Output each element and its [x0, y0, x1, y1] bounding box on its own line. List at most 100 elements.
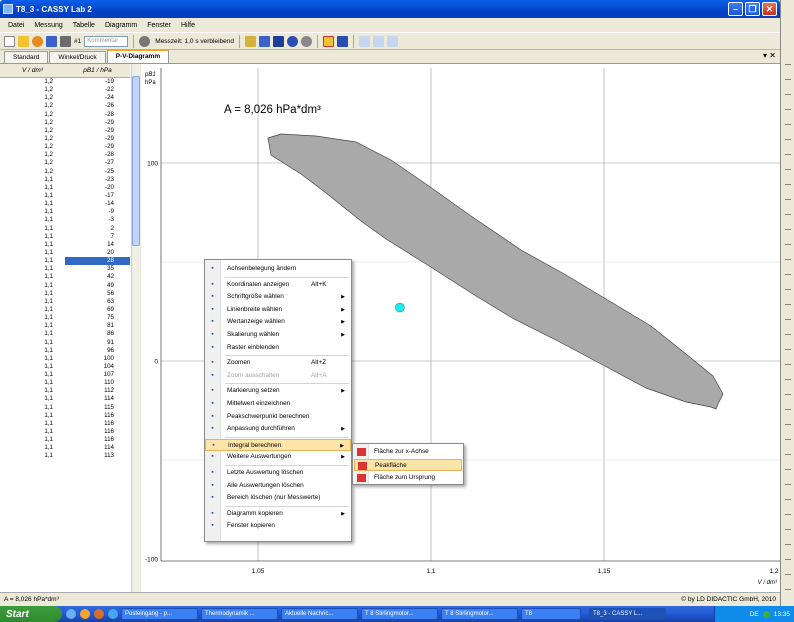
- cell-pressure[interactable]: 113: [104, 452, 114, 460]
- cell-volume[interactable]: 1,2: [44, 78, 53, 85]
- cell-volume[interactable]: 1,1: [44, 395, 53, 403]
- column-header-p[interactable]: pB1 / hPa: [83, 67, 112, 74]
- taskbar-item[interactable]: T 8 Stirlingmotor...: [361, 608, 438, 620]
- new-file-icon[interactable]: [4, 35, 15, 47]
- cell-volume[interactable]: 1,1: [44, 265, 53, 273]
- cell-pressure[interactable]: 112: [104, 387, 114, 395]
- table-row[interactable]: 1,2 -29: [0, 143, 130, 151]
- cell-pressure[interactable]: -19: [105, 78, 114, 85]
- menu-item-delete-all[interactable]: ▪ Alle Auswertungen löschen: [205, 480, 351, 492]
- plot-canvas[interactable]: 100 0 -100 1,05 1,1 1,15 1,2 pB1 hPa V / dm³ A = 8…: [141, 64, 780, 592]
- cell-volume[interactable]: 1,1: [44, 452, 53, 460]
- cell-volume[interactable]: 1,2: [44, 134, 53, 142]
- cell-volume[interactable]: 1,2: [44, 118, 53, 126]
- table-row[interactable]: 1,1 2: [0, 225, 130, 233]
- table-row[interactable]: 1,1 113: [0, 452, 130, 460]
- load-icon[interactable]: [32, 35, 43, 47]
- menu-item-zoom[interactable]: ▪ Zoomen Alt+Z: [205, 357, 351, 369]
- cell-volume[interactable]: 1,1: [44, 248, 53, 256]
- taskbar-item[interactable]: Posteingang - p...: [121, 608, 198, 620]
- cell-pressure[interactable]: 7: [110, 232, 114, 240]
- cell-pressure[interactable]: 42: [107, 273, 114, 281]
- table-row[interactable]: 1,1 -17: [0, 192, 130, 200]
- menu-item-delete-range[interactable]: ▪ Bereich löschen (nur Messwerte): [205, 492, 351, 504]
- cell-pressure[interactable]: 75: [107, 314, 114, 322]
- menu-item-integral[interactable]: ▪ Integral berechnen ▶: [205, 438, 351, 451]
- menu-item-axis[interactable]: ▪ Achsenbelegung ändern: [205, 263, 351, 275]
- cell-volume[interactable]: 1,1: [44, 314, 53, 322]
- cell-pressure[interactable]: -20: [105, 183, 114, 191]
- cell-volume[interactable]: 1,2: [44, 143, 53, 151]
- menu-item-peak-center[interactable]: ▪ Peakschwerpunkt berechnen: [205, 411, 351, 423]
- table-row[interactable]: 1,1 114: [0, 444, 130, 452]
- cell-pressure[interactable]: -28: [105, 110, 114, 118]
- cell-volume[interactable]: 1,1: [44, 191, 53, 199]
- table-row[interactable]: 1,2 -28: [0, 151, 130, 159]
- cell-volume[interactable]: 1,1: [44, 257, 53, 265]
- cell-pressure[interactable]: 49: [107, 281, 114, 289]
- table-row[interactable]: 1,1 91: [0, 339, 130, 347]
- menu-item-value-display[interactable]: ▪ Wertanzeige wählen ▶: [205, 316, 351, 328]
- cell-pressure[interactable]: -24: [105, 94, 114, 102]
- menu-hilfe[interactable]: Hilfe: [180, 21, 195, 29]
- cell-pressure[interactable]: -29: [105, 143, 114, 151]
- cell-pressure[interactable]: -22: [105, 86, 114, 94]
- record-icon[interactable]: [287, 35, 298, 47]
- menu-diagramm[interactable]: Diagramm: [104, 21, 138, 29]
- table-row[interactable]: 1,1 -9: [0, 208, 130, 216]
- cell-pressure[interactable]: -23: [105, 175, 114, 183]
- table-row[interactable]: 1,1 -14: [0, 200, 130, 208]
- cell-volume[interactable]: 1,1: [44, 200, 53, 208]
- cell-volume[interactable]: 1,1: [44, 419, 53, 427]
- table-scrollbar[interactable]: [131, 64, 140, 592]
- cell-volume[interactable]: 1,1: [44, 436, 53, 444]
- table-row[interactable]: 1,1 114: [0, 395, 130, 403]
- cell-volume[interactable]: 1,1: [44, 322, 53, 330]
- cell-volume[interactable]: 1,1: [44, 224, 53, 232]
- cell-pressure[interactable]: 2: [110, 224, 114, 232]
- cell-pressure[interactable]: -17: [105, 191, 114, 199]
- start-button[interactable]: Start: [0, 606, 62, 622]
- cell-volume[interactable]: 1,1: [44, 371, 53, 379]
- table-icon[interactable]: [245, 35, 256, 47]
- table-row[interactable]: 1,1 14: [0, 241, 130, 249]
- menu-item-fit[interactable]: ▪ Anpassung durchführen ▶: [205, 423, 351, 435]
- tray-icon[interactable]: [762, 610, 770, 618]
- cell-pressure[interactable]: -28: [105, 151, 114, 159]
- cell-volume[interactable]: 1,2: [44, 151, 53, 159]
- cell-pressure[interactable]: 114: [104, 395, 114, 403]
- table-row[interactable]: 1,1 116: [0, 428, 130, 436]
- cell-volume[interactable]: 1,1: [44, 175, 53, 183]
- cell-pressure[interactable]: -14: [105, 200, 114, 208]
- cell-pressure[interactable]: 28: [65, 257, 130, 266]
- cell-pressure[interactable]: 116: [104, 428, 114, 436]
- volume-icon[interactable]: [387, 35, 398, 47]
- cell-volume[interactable]: 1,1: [44, 444, 53, 452]
- cell-pressure[interactable]: -29: [105, 134, 114, 142]
- cell-pressure[interactable]: 100: [103, 354, 114, 362]
- table-row[interactable]: 1,1 112: [0, 387, 130, 395]
- submenu-item-0[interactable]: Fläche zur x-Achse: [354, 446, 462, 458]
- save-icon[interactable]: [46, 35, 57, 47]
- table-row[interactable]: 1,1 116: [0, 420, 130, 428]
- cell-pressure[interactable]: 96: [107, 346, 114, 354]
- cell-pressure[interactable]: 115: [104, 403, 114, 411]
- table-row[interactable]: 1,1 110: [0, 379, 130, 387]
- table-row[interactable]: 1,2 -29: [0, 135, 130, 143]
- cell-pressure[interactable]: -3: [108, 216, 114, 224]
- cell-pressure[interactable]: 69: [107, 305, 114, 313]
- table-row[interactable]: 1,1 20: [0, 249, 130, 257]
- cell-volume[interactable]: 1,1: [44, 354, 53, 362]
- cell-pressure[interactable]: 91: [107, 338, 114, 346]
- submenu-item-1[interactable]: Peakfläche: [354, 458, 462, 471]
- menu-tabelle[interactable]: Tabelle: [72, 21, 95, 29]
- cell-pressure[interactable]: -27: [105, 159, 114, 167]
- menu-item-marker[interactable]: ▪ Markierung setzen ▶: [205, 385, 351, 397]
- cell-pressure[interactable]: 110: [104, 379, 114, 387]
- cell-pressure[interactable]: 104: [103, 362, 114, 370]
- menu-messung[interactable]: Messung: [34, 21, 63, 29]
- taskbar-item[interactable]: T 8 Stirlingmotor...: [441, 608, 518, 620]
- table-row[interactable]: 1,2 -28: [0, 111, 130, 119]
- tab-winkel-druck[interactable]: Winkel/Druck: [49, 51, 106, 63]
- minimize-button[interactable]: –: [728, 2, 743, 16]
